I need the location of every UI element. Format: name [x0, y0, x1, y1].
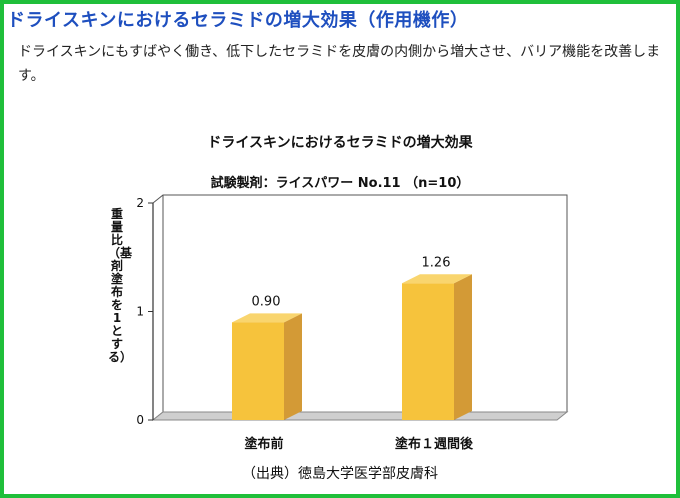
bar	[232, 322, 284, 420]
data-label: 0.90	[252, 294, 281, 309]
chart-subtitle: 試験製剤：ライスパワー No.11 （n=10）	[210, 176, 470, 191]
source-note: （出典）徳島大学医学部皮膚科	[242, 466, 438, 482]
x-tick-label: 塗布前	[244, 436, 283, 452]
x-tick-label: 塗布１週間後	[395, 436, 474, 452]
y-tick-label: 1	[136, 305, 144, 319]
bar	[402, 283, 454, 420]
bar-side	[454, 274, 472, 420]
plot-wall	[152, 194, 568, 422]
section-heading: ドライスキンにおけるセラミドの増大効果（作用機作）	[7, 10, 469, 31]
description-text: ドライスキンにもすばやく働き、低下したセラミドを皮膚の内側から増大させ、バリア機…	[18, 44, 661, 84]
y-axis-label: 重量比（基剤塗布を1とする）	[108, 207, 133, 364]
bar-top	[232, 313, 302, 323]
data-label: 1.26	[422, 255, 451, 270]
bar-side	[284, 313, 302, 420]
chart-title: ドライスキンにおけるセラミドの増大効果	[207, 135, 473, 151]
y-tick-label: 2	[136, 196, 144, 210]
y-tick-label: 0	[136, 413, 144, 427]
bar-top	[402, 274, 472, 284]
plot-floor	[151, 411, 569, 421]
